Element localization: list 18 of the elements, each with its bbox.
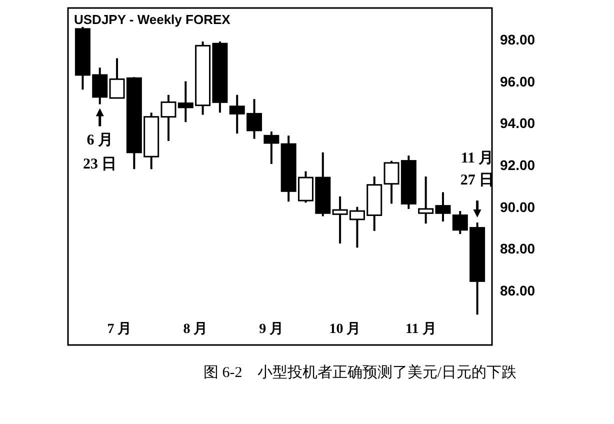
y-tick-label: 88.00 (500, 240, 536, 257)
x-tick-label: 8 月 (183, 322, 208, 337)
y-tick-label: 94.00 (500, 115, 536, 132)
y-tick-label: 90.00 (500, 198, 536, 215)
y-tick-label: 96.00 (500, 73, 536, 90)
x-tick-label: 7 月 (107, 322, 132, 337)
y-tick-label: 98.00 (500, 31, 536, 48)
x-tick-label: 11 月 (406, 322, 436, 337)
annotation: 11 月 27 日 (460, 150, 494, 189)
y-tick-label: 86.00 (500, 282, 536, 299)
annotation: 6 月 23 日 (82, 108, 117, 172)
x-tick-label: 9 月 (259, 322, 284, 337)
caption: 图 6-2 小型投机者正确预测了美元/日元的下跌 (204, 365, 516, 381)
y-tick-label: 92.00 (500, 156, 536, 173)
chart-title: USDJPY - Weekly FOREX (74, 12, 231, 27)
annotation: 6 月 23 日 (82, 132, 117, 172)
x-tick-label: 10 月 (329, 322, 361, 337)
annotation: 11 月 27 日 (460, 150, 494, 218)
